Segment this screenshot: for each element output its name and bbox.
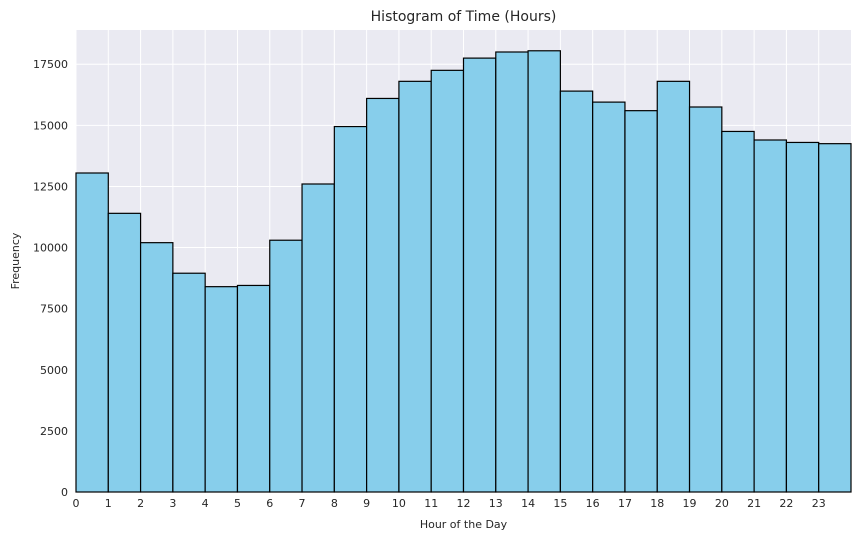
bar-hour-1: [107, 212, 142, 493]
bar-hour-21: [753, 139, 788, 493]
bar-hour-5: [236, 284, 271, 493]
x-tick-label: 1: [105, 497, 112, 510]
x-tick-label: 16: [586, 497, 600, 510]
bar-hour-8: [333, 125, 368, 493]
bar-hour-17: [624, 110, 658, 493]
x-tick-label: 23: [812, 497, 826, 510]
y-tick-label: 0: [61, 486, 68, 499]
x-tick-label: 19: [683, 497, 697, 510]
y-tick-label: 7500: [40, 303, 68, 316]
bar-hour-14: [527, 50, 561, 493]
bar-hour-11: [430, 69, 465, 493]
x-tick-label: 13: [489, 497, 503, 510]
bar-hour-13: [495, 51, 529, 493]
bar-hour-18: [656, 80, 691, 493]
x-tick-label: 12: [457, 497, 471, 510]
x-tick-label: 22: [779, 497, 793, 510]
chart-title: Histogram of Time (Hours): [371, 9, 557, 25]
x-tick-label: 18: [650, 497, 664, 510]
x-tick-label: 3: [169, 497, 176, 510]
x-tick-label: 11: [424, 497, 438, 510]
x-tick-label: 14: [521, 497, 535, 510]
bar-hour-16: [592, 101, 626, 493]
x-tick-labels: 0 1 2 3 4 5 6 7 8 9 10 11 12 13 14 15 16 17 18 19 20 21 22 23: [73, 497, 826, 510]
x-tick-label: 21: [747, 497, 761, 510]
bars: [75, 50, 852, 493]
x-tick-label: 7: [299, 497, 306, 510]
x-tick-label: 17: [618, 497, 632, 510]
y-tick-label: 5000: [40, 364, 68, 377]
x-tick-label: 8: [331, 497, 338, 510]
x-tick-label: 4: [202, 497, 209, 510]
bar-hour-23: [818, 143, 852, 493]
y-axis-label: Frequency: [9, 232, 22, 289]
bar-hour-0: [75, 172, 109, 493]
x-axis-label: Hour of the Day: [420, 518, 508, 531]
bar-hour-10: [398, 80, 432, 493]
x-tick-label: 20: [715, 497, 729, 510]
bar-hour-2: [139, 242, 174, 493]
x-tick-label: 0: [73, 497, 80, 510]
y-tick-label: 2500: [40, 425, 68, 438]
bar-hour-4: [204, 286, 239, 493]
bar-hour-22: [785, 141, 820, 493]
bar-hour-7: [301, 183, 335, 493]
bar-hour-6: [269, 239, 303, 493]
y-tick-label: 10000: [33, 242, 68, 255]
x-tick-label: 10: [392, 497, 406, 510]
bar-hour-15: [559, 90, 594, 493]
bar-hour-12: [462, 57, 497, 493]
x-tick-label: 2: [137, 497, 144, 510]
y-tick-label: 17500: [33, 58, 68, 71]
bar-hour-19: [688, 106, 723, 493]
x-tick-label: 15: [553, 497, 567, 510]
y-tick-labels: 0 2500 5000 7500 10000 12500 15000 17500: [33, 58, 68, 499]
bar-hour-20: [721, 130, 755, 493]
bar-hour-9: [366, 97, 400, 493]
x-tick-label: 5: [234, 497, 241, 510]
y-tick-label: 15000: [33, 119, 68, 132]
y-tick-label: 12500: [33, 180, 68, 193]
x-tick-label: 6: [266, 497, 273, 510]
bar-hour-3: [172, 272, 206, 493]
x-tick-label: 9: [363, 497, 370, 510]
